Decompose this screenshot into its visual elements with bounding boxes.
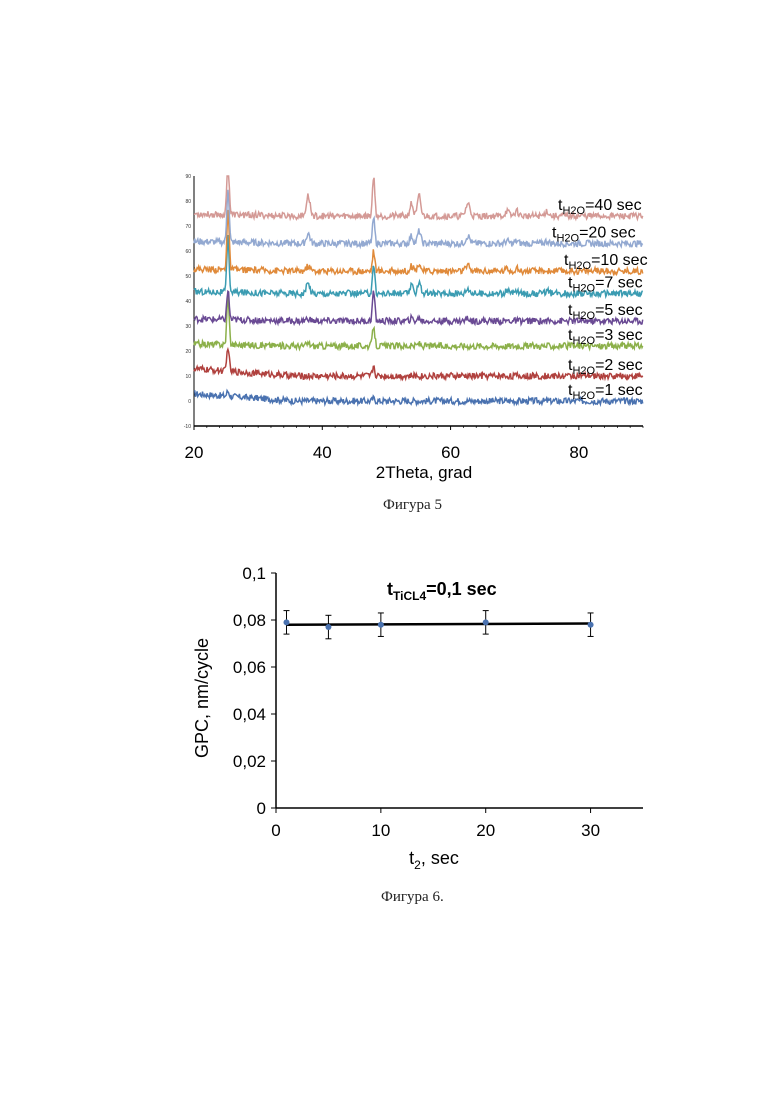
xrd-chart: tH2O=1 sectH2O=2 sectH2O=3 sectH2O=5 sec… [184,174,648,482]
gpc-y-tick-label: 0,08 [233,611,266,630]
gpc-y-tick-label: 0,1 [242,564,266,583]
xrd-series-label: tH2O=3 sec [568,327,643,347]
gpc-data-point [325,624,331,630]
xrd-x-tick-label: 60 [441,443,460,462]
figure-6-caption: Фигура 6. [381,889,444,906]
xrd-x-tick-label: 80 [569,443,588,462]
gpc-trendline [286,624,590,625]
gpc-data-point [283,619,289,625]
gpc-data-point [483,619,489,625]
xrd-y-tick-label: 40 [185,299,191,305]
xrd-y-tick-label: 10 [185,374,191,380]
gpc-y-tick-label: 0,02 [233,752,266,771]
gpc-x-tick-label: 10 [371,821,390,840]
xrd-y-tick-label: 60 [185,249,191,255]
gpc-x-tick-label: 20 [476,821,495,840]
xrd-y-tick-label: 80 [185,199,191,205]
gpc-data-point [378,622,384,628]
gpc-x-axis-label: t2, sec [409,848,459,872]
gpc-chart: 0 0,02 0,04 0,06 0,08 0,1 0 10 20 30 tTiCL4=0,1 s… [192,564,643,872]
xrd-y-tick-label: 30 [185,324,191,330]
xrd-series-label: tH2O=5 sec [568,302,643,322]
gpc-annotation: tTiCL4=0,1 sec [387,579,497,603]
xrd-y-tick-label: 70 [185,224,191,230]
figure-5-caption: Фигура 5 [383,497,442,514]
gpc-y-tick-label: 0 [257,799,266,818]
xrd-y-tick-label: 20 [185,349,191,355]
xrd-x-tick-label: 40 [313,443,332,462]
gpc-x-tick-label: 0 [271,821,280,840]
xrd-x-tick-label: 20 [185,443,204,462]
xrd-y-tick-label: 0 [188,399,191,405]
gpc-y-tick-label: 0,06 [233,658,266,677]
xrd-x-axis-label: 2Theta, grad [376,463,472,482]
gpc-x-tick-label: 30 [581,821,600,840]
gpc-data-point [588,622,594,628]
gpc-y-axis-label: GPC, nm/cycle [192,638,212,758]
xrd-y-tick-label: 50 [185,274,191,280]
xrd-y-tick-label: 90 [185,174,191,180]
gpc-y-tick-label: 0,04 [233,705,266,724]
xrd-y-tick-label: -10 [184,424,191,430]
